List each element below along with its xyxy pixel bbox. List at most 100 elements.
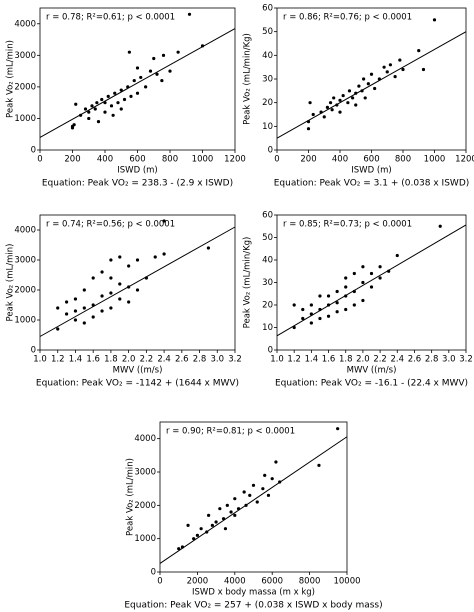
x-tick-label: 2.6 — [408, 355, 422, 365]
x-tick-label: 600 — [363, 155, 379, 165]
x-tick-label: 1.6 — [86, 355, 100, 365]
data-point — [362, 77, 366, 81]
data-point — [352, 271, 356, 276]
data-point — [378, 276, 382, 280]
data-point — [432, 18, 437, 22]
trend-line — [276, 31, 467, 139]
data-point — [266, 493, 271, 497]
plot-frame — [276, 214, 467, 351]
x-tick-label: 2000 — [187, 577, 209, 587]
data-point — [344, 285, 348, 289]
y-tick-label: 2000 — [134, 501, 156, 511]
data-point — [87, 116, 91, 121]
data-point — [338, 110, 342, 114]
data-point — [87, 110, 91, 114]
data-point — [153, 255, 157, 259]
annotation: r = 0.85; R²=0.73; p < 0.0001 — [283, 220, 412, 230]
y-tick-label: 0 — [268, 146, 273, 156]
data-point — [100, 97, 104, 102]
y-tick-label: 1000 — [14, 316, 36, 326]
y-axis-label: Peak Vo₂ (mL/min) — [6, 244, 16, 322]
data-point — [373, 86, 377, 91]
data-point — [56, 306, 60, 310]
x-tick-label: 1.0 — [33, 355, 47, 365]
data-point — [229, 510, 233, 514]
data-point — [318, 316, 322, 321]
data-point — [417, 49, 421, 53]
data-point — [118, 297, 122, 301]
data-point — [214, 520, 218, 524]
data-point — [395, 253, 399, 258]
plot-frame — [159, 421, 348, 573]
data-point — [388, 63, 392, 67]
data-point — [361, 280, 365, 285]
data-point — [346, 101, 350, 105]
data-point — [56, 327, 60, 331]
data-point — [335, 310, 339, 314]
x-tick-label: 0 — [274, 155, 279, 165]
data-point — [109, 276, 113, 280]
y-tick-label: 30 — [262, 278, 273, 288]
y-tick-label: 4000 — [14, 226, 36, 236]
x-tick-label: 200 — [64, 155, 80, 165]
data-point — [318, 294, 322, 298]
data-point — [330, 108, 334, 112]
data-point — [109, 291, 113, 295]
y-tick-label: 50 — [262, 233, 273, 243]
x-tick-label: 0 — [157, 577, 162, 587]
y-tick-label: 3000 — [14, 256, 36, 266]
data-point — [344, 307, 348, 312]
data-point — [344, 276, 348, 280]
data-point — [100, 294, 104, 298]
x-tick-label: 1.8 — [104, 355, 118, 365]
data-point — [96, 120, 101, 124]
data-point — [225, 503, 229, 507]
data-point — [195, 533, 199, 537]
data-point — [401, 67, 405, 72]
data-point — [82, 306, 86, 310]
data-point — [135, 258, 140, 262]
y-axis-label: Peak Vo₂ (mL/min) — [6, 40, 16, 118]
y-tick-label: 10 — [262, 323, 273, 333]
y-tick-label: 2000 — [14, 286, 36, 296]
data-point — [93, 107, 97, 111]
data-point — [119, 88, 123, 92]
y-tick-label: 4000 — [134, 434, 156, 444]
data-point — [148, 69, 153, 73]
data-point — [369, 72, 374, 76]
annotation: r = 0.90; R²=0.81; p < 0.0001 — [166, 427, 295, 437]
x-tick-label: 10000 — [333, 577, 360, 587]
x-axis-label: ISWD (m) — [117, 166, 157, 176]
y-tick-label: 0 — [268, 346, 273, 356]
data-point — [144, 85, 148, 89]
data-point — [369, 285, 374, 289]
data-point — [74, 102, 78, 106]
data-point — [341, 93, 345, 98]
data-point — [369, 271, 374, 276]
data-point — [64, 312, 69, 316]
data-point — [103, 110, 107, 114]
x-tick-label: 0 — [37, 155, 42, 165]
data-point — [382, 65, 386, 69]
data-point — [366, 82, 370, 86]
plot-frame — [39, 7, 236, 151]
data-point — [135, 91, 140, 95]
data-point — [72, 123, 76, 127]
data-point — [100, 309, 104, 313]
data-point — [338, 98, 342, 102]
data-point — [91, 276, 95, 280]
data-point — [91, 315, 95, 319]
x-axis-label: ISWD x body massa (m x kg) — [192, 588, 315, 598]
data-point — [326, 294, 331, 298]
x-tick-label: 3.0 — [211, 355, 225, 365]
data-point — [161, 53, 166, 57]
data-point — [127, 264, 131, 268]
data-point — [233, 513, 237, 517]
data-point — [242, 490, 246, 494]
caption: Equation: Peak VO₂ = -16.1 - (22.4 x MWV… — [275, 379, 468, 389]
y-tick-label: 20 — [262, 98, 273, 108]
data-point — [357, 84, 361, 88]
x-tick-label: 2.2 — [373, 355, 387, 365]
data-point — [326, 314, 331, 318]
